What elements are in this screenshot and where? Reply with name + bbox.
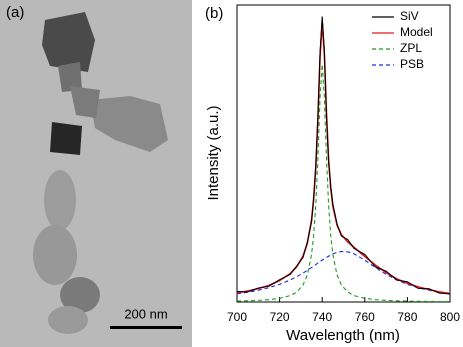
panel-label: (a) [6, 4, 24, 21]
y-axis-label: Intensity (a.u.) [205, 105, 222, 200]
plot-frame [236, 4, 451, 303]
x-tick-label: 780 [397, 310, 417, 324]
particle [44, 170, 76, 230]
scale-bar [110, 326, 182, 329]
spectrum-chart: (b) Intensity (a.u.) Wavelength (nm) 700… [205, 4, 460, 344]
series-line [236, 250, 451, 295]
x-tick-label: 800 [440, 310, 460, 324]
x-tick-label: 700 [227, 310, 247, 324]
particle [70, 86, 100, 118]
particle [60, 277, 100, 313]
particle [50, 122, 82, 155]
legend-label: PSB [400, 57, 424, 71]
x-axis-label: Wavelength (nm) [286, 327, 400, 344]
legend-label: ZPL [400, 41, 422, 55]
series-line [236, 63, 451, 303]
particle [42, 12, 95, 72]
particle [33, 225, 77, 285]
particle [58, 62, 82, 92]
series-line [236, 16, 451, 295]
x-tick-label: 740 [312, 310, 332, 324]
particle [48, 306, 88, 334]
panel-label: (b) [205, 5, 223, 22]
tem-image: (a) 200 nm [0, 0, 192, 347]
particle [90, 96, 168, 152]
x-tick-label: 720 [270, 310, 290, 324]
legend-label: SiV [400, 9, 419, 23]
scale-bar-label: 200 nm [124, 306, 167, 321]
legend-label: Model [400, 25, 433, 39]
x-tick-label: 760 [355, 310, 375, 324]
